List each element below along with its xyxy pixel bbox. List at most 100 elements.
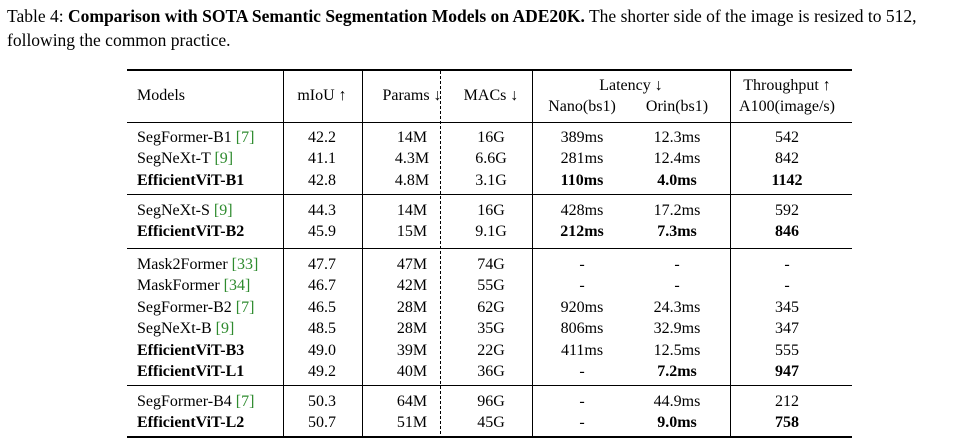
table-rule <box>127 436 852 438</box>
orin-latency-cell: 4.0ms <box>657 171 697 189</box>
citation-link[interactable]: [7] <box>235 129 255 146</box>
model-name-text: MaskFormer <box>137 277 220 295</box>
params-cell: 47M <box>396 256 428 273</box>
model-name: SegFormer-B1 [7] <box>137 127 254 148</box>
miou-cell: 47.7 <box>308 256 336 273</box>
table-rule <box>127 194 852 195</box>
throughput-cell: 542 <box>775 129 799 146</box>
miou-cell: 46.7 <box>308 277 336 295</box>
orin-latency-cell: 12.4ms <box>653 150 701 168</box>
params-cell: 28M <box>396 320 428 338</box>
model-name: EfficientViT-B1 <box>137 170 244 191</box>
citation-link[interactable]: [9] <box>215 320 235 338</box>
header-params: Params ↓ <box>382 87 442 104</box>
throughput-cell: 347 <box>775 320 799 338</box>
params-cell: 28M <box>396 298 428 316</box>
orin-latency-cell: 17.2ms <box>653 202 701 219</box>
citation-link[interactable]: [7] <box>235 298 255 316</box>
model-name: SegNeXt-B [9] <box>137 318 234 339</box>
params-cell: 39M <box>396 341 428 359</box>
nano-latency-cell: - <box>579 256 585 273</box>
macs-cell: 96G <box>477 393 505 410</box>
orin-latency-cell: 9.0ms <box>657 414 697 432</box>
caption-title: Comparison with SOTA Semantic Segmentati… <box>67 6 585 26</box>
model-name-text: SegNeXt-T <box>137 150 211 168</box>
params-cell: 51M <box>396 414 428 432</box>
model-name: SegFormer-B2 [7] <box>137 297 254 318</box>
table-rule <box>127 122 852 123</box>
nano-latency-cell: 920ms <box>560 298 604 316</box>
miou-cell: 42.2 <box>308 129 336 146</box>
nano-latency-cell: 281ms <box>560 150 604 168</box>
model-name-text: Mask2Former <box>137 256 228 273</box>
caption-label: Table 4: <box>7 6 64 26</box>
throughput-cell: 555 <box>775 341 799 359</box>
header-nano: Nano(bs1) <box>548 98 616 115</box>
orin-latency-cell: 7.3ms <box>657 223 697 241</box>
throughput-cell: 592 <box>775 202 799 219</box>
model-name-text: SegNeXt-S <box>137 202 210 219</box>
header-throughput: Throughput ↑ <box>743 77 831 94</box>
header-orin: Orin(bs1) <box>645 98 709 115</box>
throughput-cell: 1142 <box>771 171 803 189</box>
throughput-cell: 846 <box>775 223 799 241</box>
nano-latency-cell: - <box>579 414 585 432</box>
model-name-text: EfficientViT-B2 <box>137 223 245 241</box>
miou-cell: 50.3 <box>308 393 336 410</box>
throughput-cell: 212 <box>775 393 799 410</box>
citation-link[interactable]: [9] <box>213 202 233 219</box>
miou-cell: 48.5 <box>308 320 336 338</box>
header-models: Models <box>137 87 185 104</box>
column-separator <box>532 71 533 436</box>
macs-cell: 62G <box>477 298 505 316</box>
throughput-cell: - <box>784 256 790 273</box>
nano-latency-cell: - <box>579 277 585 295</box>
citation-link[interactable]: [33] <box>231 256 259 273</box>
miou-cell: 46.5 <box>308 298 336 316</box>
nano-latency-cell: - <box>579 363 585 380</box>
model-name-text: EfficientViT-B1 <box>137 171 245 189</box>
model-name: Mask2Former [33] <box>137 254 258 275</box>
macs-cell: 35G <box>477 320 505 338</box>
params-cell: 42M <box>396 277 428 295</box>
macs-cell: 74G <box>477 256 505 273</box>
throughput-cell: 947 <box>775 363 799 380</box>
miou-cell: 41.1 <box>308 150 336 168</box>
orin-latency-cell: 7.2ms <box>657 363 697 380</box>
miou-cell: 50.7 <box>308 414 336 432</box>
model-name: EfficientViT-B2 <box>137 221 244 242</box>
header-macs: MACs ↓ <box>463 87 519 104</box>
citation-link[interactable]: [9] <box>214 150 234 168</box>
orin-latency-cell: - <box>674 256 680 273</box>
orin-latency-cell: 12.5ms <box>653 341 701 359</box>
column-separator <box>362 71 363 436</box>
model-name: MaskFormer [34] <box>137 275 250 296</box>
header-miou: mIoU ↑ <box>297 87 347 104</box>
nano-latency-cell: 110ms <box>560 171 604 189</box>
macs-cell: 22G <box>477 341 505 359</box>
header-latency: Latency ↓ <box>599 77 663 94</box>
nano-latency-cell: 411ms <box>560 341 604 359</box>
params-cell: 64M <box>396 393 428 410</box>
macs-cell: 45G <box>477 414 505 432</box>
table-rule <box>127 248 852 249</box>
miou-cell: 49.2 <box>308 363 336 380</box>
orin-latency-cell: 32.9ms <box>653 320 701 338</box>
throughput-cell: 758 <box>775 414 799 432</box>
model-name-text: EfficientViT-B3 <box>137 341 245 359</box>
model-name-text: EfficientViT-L1 <box>137 363 245 380</box>
params-cell: 4.8M <box>394 171 430 189</box>
nano-latency-cell: 212ms <box>560 223 604 241</box>
macs-cell: 36G <box>477 363 505 380</box>
macs-cell: 3.1G <box>475 171 507 189</box>
params-cell: 14M <box>396 129 428 146</box>
table-rule <box>127 69 852 71</box>
model-name-text: SegFormer-B4 <box>137 393 232 410</box>
orin-latency-cell: - <box>674 277 680 295</box>
citation-link[interactable]: [34] <box>223 277 251 295</box>
caption-text: The shorter side of the image is resized… <box>7 6 917 50</box>
miou-cell: 44.3 <box>308 202 336 219</box>
column-separator <box>440 71 441 436</box>
citation-link[interactable]: [7] <box>235 393 255 410</box>
nano-latency-cell: - <box>579 393 585 410</box>
